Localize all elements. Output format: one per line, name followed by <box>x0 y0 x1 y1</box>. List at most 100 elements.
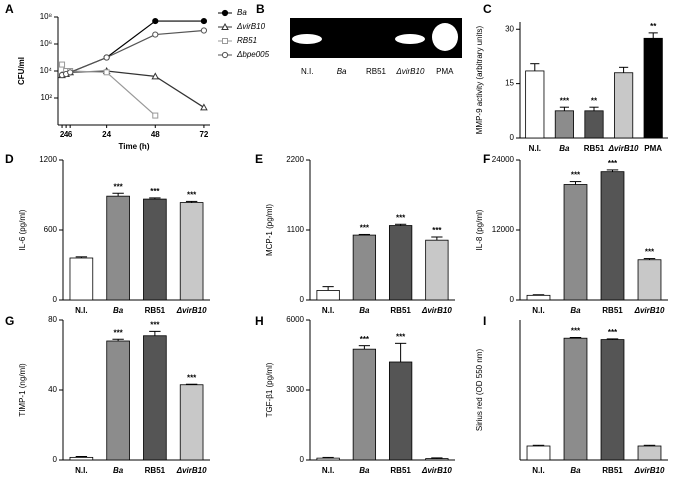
x-tick-label: RB51 <box>390 306 411 315</box>
y-axis-label: TIMP-1 (ng/ml) <box>18 363 27 417</box>
x-tick-label: Ba <box>570 466 581 475</box>
significance-label: *** <box>113 182 123 191</box>
legend-label: Ba <box>237 8 247 17</box>
y-tick-label: 0 <box>53 455 58 464</box>
legend-label: Δbpe005 <box>236 50 270 59</box>
x-tick-label: RB51 <box>602 306 623 315</box>
x-tick-label: N.I. <box>532 306 544 315</box>
marker <box>200 103 208 111</box>
bar <box>584 110 604 139</box>
bar <box>106 195 130 301</box>
bar <box>563 337 588 461</box>
marker <box>152 112 159 119</box>
x-tick-label: N.I. <box>322 466 334 475</box>
marker <box>200 17 208 25</box>
panel-letter: B <box>256 2 265 16</box>
x-tick-label: ΔvirB10 <box>176 466 207 475</box>
bar <box>106 340 130 461</box>
y-tick-label: 10⁶ <box>40 39 52 48</box>
x-tick-label: Ba <box>359 466 370 475</box>
significance-label: *** <box>113 328 123 337</box>
y-tick-label: 0 <box>510 295 515 304</box>
y-axis-label: Sirius red (OD 550 nm) <box>475 349 484 432</box>
significance-label: *** <box>608 328 618 337</box>
significance-label: *** <box>187 191 197 200</box>
x-tick-label: ΔvirB10 <box>634 466 665 475</box>
bar <box>388 361 413 461</box>
significance-label: *** <box>432 226 442 235</box>
significance-label: ** <box>591 96 598 105</box>
significance-label: *** <box>360 335 370 344</box>
x-tick-label: N.I. <box>75 306 87 315</box>
y-tick-label: 15 <box>505 79 514 88</box>
significance-label: *** <box>560 96 570 105</box>
lane-label: RB51 <box>366 67 387 76</box>
x-axis-label: Time (h) <box>119 142 150 151</box>
y-axis-label: CFU/ml <box>17 57 26 85</box>
x-tick-label: RB51 <box>145 306 166 315</box>
x-tick-label: ΔvirB10 <box>634 306 665 315</box>
x-tick-label: 4 <box>64 130 69 139</box>
gel-band <box>292 34 322 44</box>
marker <box>221 22 229 30</box>
significance-label: *** <box>608 159 618 168</box>
significance-label: *** <box>396 213 406 222</box>
y-tick-label: 24000 <box>492 155 515 164</box>
bar <box>425 458 449 461</box>
significance-label: *** <box>360 224 370 233</box>
x-tick-label: RB51 <box>390 466 411 475</box>
x-tick-label: 6 <box>68 130 73 139</box>
x-tick-label: N.I. <box>322 306 334 315</box>
y-tick-label: 0 <box>53 295 58 304</box>
marker <box>67 69 74 76</box>
y-tick-label: 30 <box>505 24 514 33</box>
bar <box>525 70 545 139</box>
bar <box>637 259 662 301</box>
panel-letter: A <box>5 2 14 16</box>
gel-band <box>432 23 458 51</box>
bar <box>143 198 167 301</box>
bar <box>179 384 204 461</box>
y-tick-label: 600 <box>44 225 58 234</box>
x-tick-label: 48 <box>151 130 160 139</box>
bar <box>554 110 574 139</box>
panel-letter: E <box>255 152 263 166</box>
x-tick-label: ΔvirB10 <box>421 306 452 315</box>
y-tick-label: 0 <box>300 295 305 304</box>
x-tick-label: Ba <box>113 466 124 475</box>
x-tick-label: ΔvirB10 <box>176 306 207 315</box>
bar <box>143 335 167 461</box>
panel-letter: D <box>5 152 14 166</box>
x-tick-label: Ba <box>559 144 570 153</box>
x-tick-label: 72 <box>199 130 208 139</box>
bar <box>637 445 662 461</box>
x-tick-label: N.I. <box>532 466 544 475</box>
y-axis-label: IL-6 (pg/ml) <box>18 209 27 250</box>
bar <box>316 290 340 301</box>
marker <box>151 72 160 80</box>
significance-label: ** <box>650 22 657 31</box>
x-tick-label: RB51 <box>584 144 605 153</box>
significance-label: *** <box>187 373 197 382</box>
x-tick-label: Ba <box>570 306 581 315</box>
x-tick-label: RB51 <box>145 466 166 475</box>
x-tick-label: RB51 <box>602 466 623 475</box>
lane-label: ΔvirB10 <box>395 67 425 76</box>
y-tick-label: 40 <box>48 385 57 394</box>
x-tick-label: ΔvirB10 <box>608 144 639 153</box>
panel-letter: I <box>483 314 486 328</box>
lane-label: PMA <box>436 67 454 76</box>
bar <box>69 456 94 461</box>
x-tick-label: 2 <box>60 130 65 139</box>
bar <box>600 339 625 461</box>
legend-label: RB51 <box>237 36 257 45</box>
panel-letter: F <box>483 152 490 166</box>
significance-label: *** <box>396 332 406 341</box>
y-tick-label: 0 <box>510 133 515 142</box>
bar <box>563 184 588 301</box>
bar <box>600 171 625 301</box>
lane-label: Ba <box>337 67 347 76</box>
marker <box>221 9 229 17</box>
x-tick-label: N.I. <box>75 466 87 475</box>
